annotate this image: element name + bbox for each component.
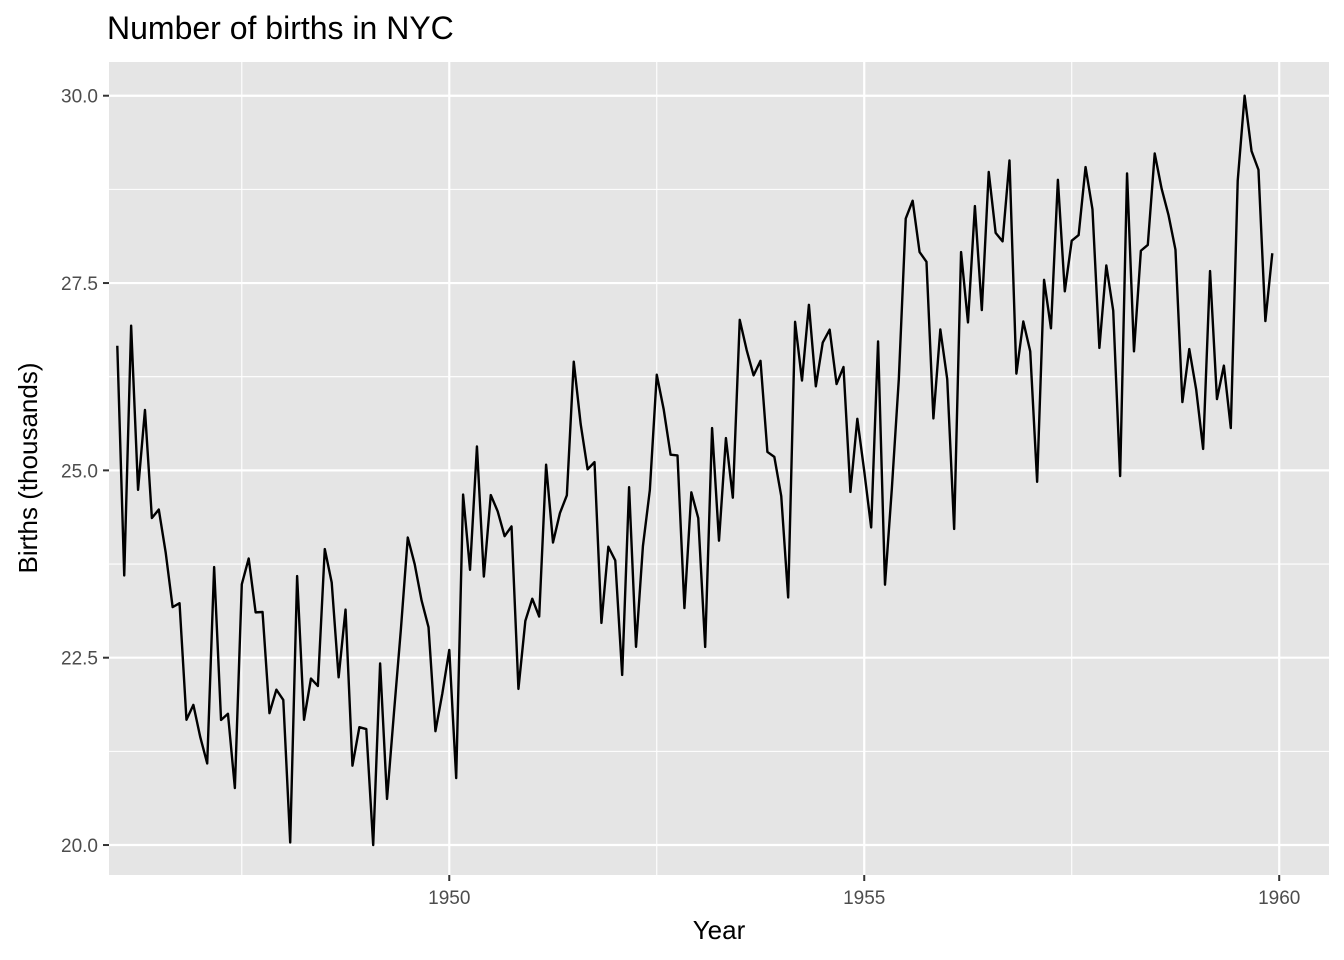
x-axis: 1950 1955 1960	[428, 875, 1300, 909]
x-tick-label: 1960	[1258, 888, 1300, 909]
births-series-line	[116, 94, 1274, 847]
y-tick-label: 20.0	[61, 836, 98, 857]
y-axis-title: Births (thousands)	[13, 363, 43, 574]
y-tick-label: 25.0	[61, 461, 98, 482]
chart-title: Number of births in NYC	[107, 10, 454, 46]
y-tick-label: 30.0	[61, 87, 98, 108]
minor-gridlines	[109, 62, 1329, 875]
x-tick-label: 1955	[843, 888, 885, 909]
x-tick-label: 1950	[428, 888, 470, 909]
y-tick-label: 22.5	[61, 649, 98, 670]
y-tick-label: 27.5	[61, 274, 98, 295]
x-axis-title: Year	[693, 915, 746, 945]
y-axis: 20.0 22.5 25.0 27.5 30.0	[61, 87, 109, 857]
